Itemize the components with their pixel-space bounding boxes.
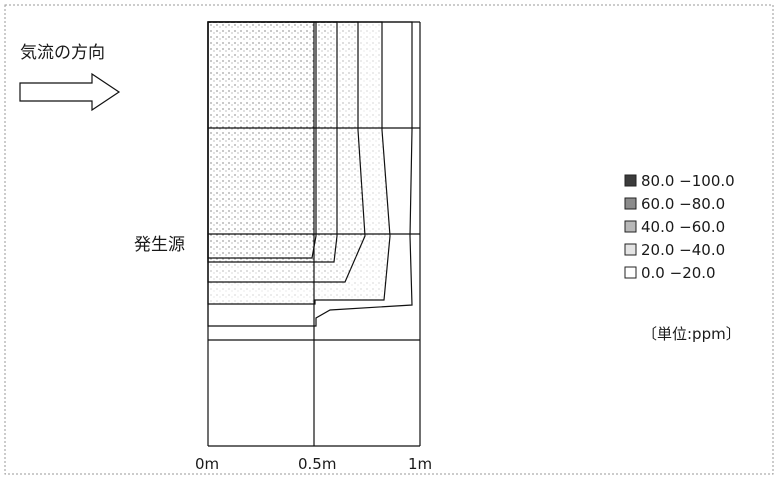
x-tick-label: 0.5m <box>298 455 336 473</box>
legend-unit-label: 〔単位:ppm〕 <box>642 325 741 343</box>
airflow-label: 気流の方向 <box>20 43 105 63</box>
legend-swatch <box>624 197 637 210</box>
plot-frame <box>4 4 774 475</box>
band-texture <box>208 22 316 258</box>
x-tick-label: 0m <box>195 455 219 473</box>
source-label: 発生源 <box>134 235 185 255</box>
legend: 80.0 −100.0 60.0 −80.0 40.0 −60.0 20.0 −40.… <box>624 172 735 282</box>
grid-cells <box>207 21 421 447</box>
legend-entry-label: 60.0 −80.0 <box>641 195 725 213</box>
legend-entry-label: 0.0 −20.0 <box>641 264 716 282</box>
legend-swatch <box>624 174 637 187</box>
x-tick-label: 1m <box>408 455 432 473</box>
legend-entry-label: 40.0 −60.0 <box>641 218 725 236</box>
legend-swatch <box>624 220 637 233</box>
legend-swatch <box>624 243 637 256</box>
airflow-arrow-icon <box>19 72 121 112</box>
legend-swatch <box>624 266 637 279</box>
legend-entry-label: 80.0 −100.0 <box>641 172 735 190</box>
legend-entry-label: 20.0 −40.0 <box>641 241 725 259</box>
band-0-20 <box>207 21 413 327</box>
